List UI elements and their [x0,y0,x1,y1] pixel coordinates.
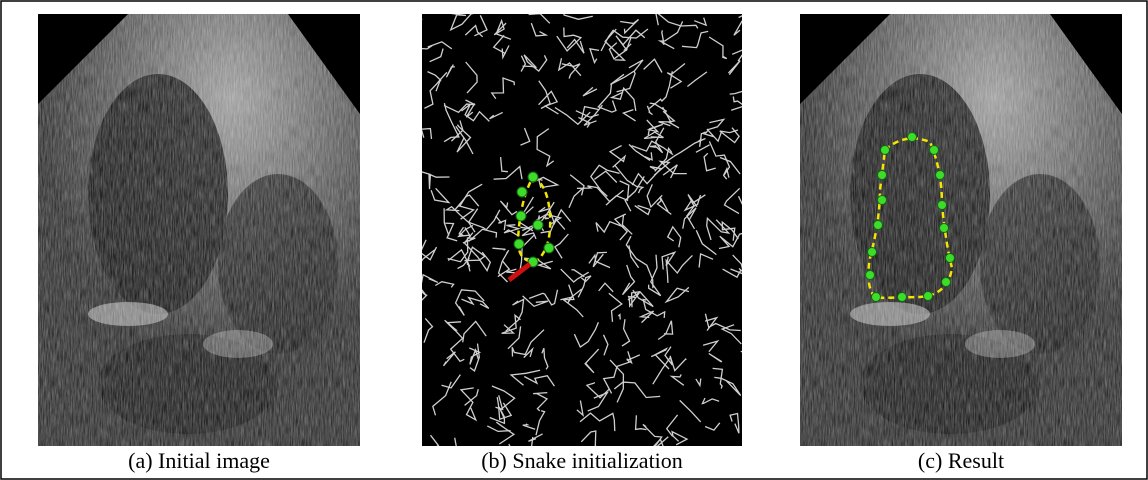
page: {"figure": {"panels": [ {"caption": "(a)… [0,0,1148,480]
figure: (a) Initial image (b) Snake initializati… [0,0,1148,480]
panel-c-image [800,14,1122,446]
edge-line [391,293,428,308]
caption: (c) Result [918,448,1004,473]
panel-b-image [391,0,776,480]
caption: (b) Snake initialization [481,448,683,473]
edge-line [447,0,466,16]
caption: (a) Initial image [128,448,270,473]
edge-line [741,351,776,373]
panel-a-image [38,14,360,446]
edge-line [408,19,423,28]
